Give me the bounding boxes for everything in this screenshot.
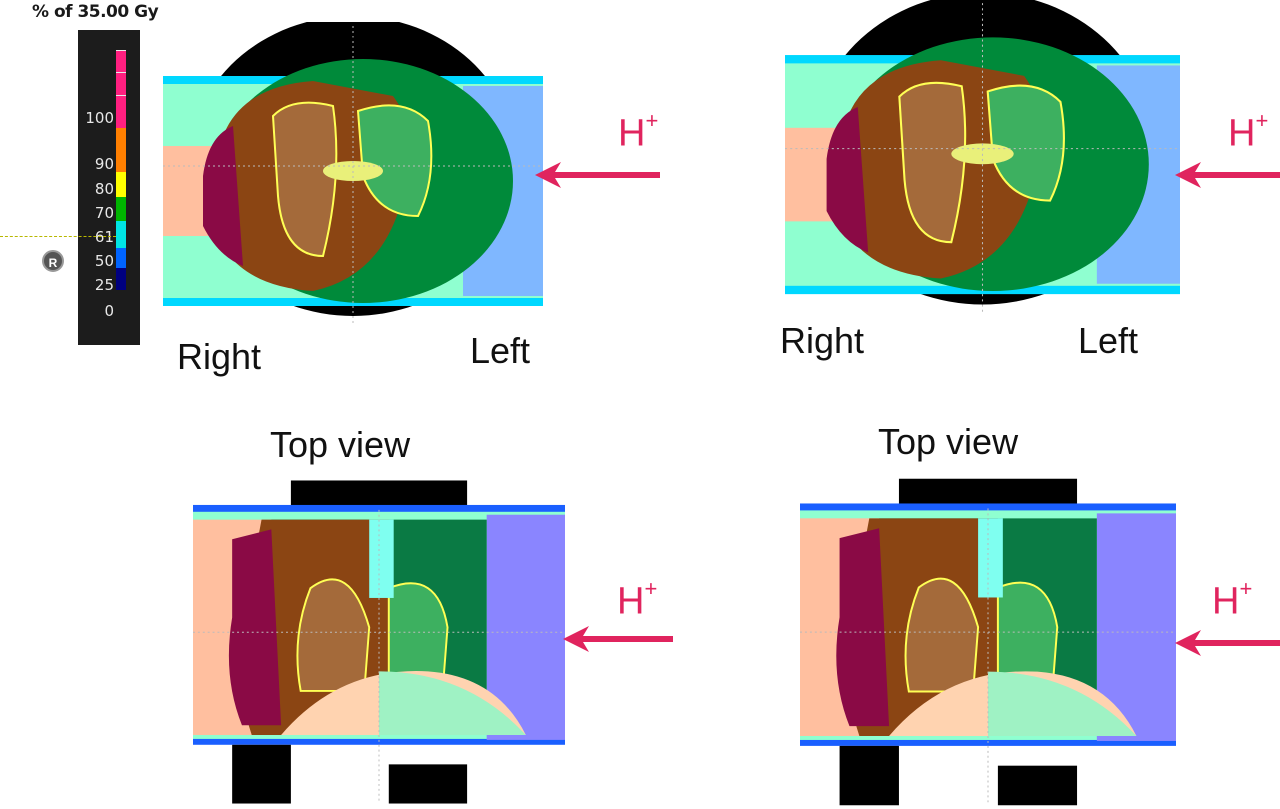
crosshair-line (0, 236, 116, 237)
legend-label-25: 25 (94, 276, 114, 294)
legend-label-61: 61 (94, 228, 114, 246)
legend-title: % of 35.00 Gy (32, 2, 159, 22)
colorbar-blue (116, 248, 126, 268)
left-label: Left (470, 330, 531, 371)
beam-arrow-icon (1175, 630, 1280, 656)
legend-label-70: 70 (94, 204, 114, 222)
colorbar-navy (116, 268, 126, 290)
right-label: Right (780, 320, 865, 361)
proton-beam-label: H+ (617, 576, 658, 623)
legend-label-50: 50 (94, 252, 114, 270)
proton-beam-label: H+ (1212, 576, 1253, 623)
proton-beam-label: H+ (618, 108, 659, 155)
colorbar-magenta (116, 50, 126, 128)
legend-background (78, 30, 140, 345)
legend-label-90: 90 (94, 155, 114, 173)
colorbar-yellow (116, 172, 126, 197)
colorbar-orange (116, 128, 126, 172)
left-label: Left (1078, 320, 1139, 361)
dose-image-coronal-left (193, 477, 565, 807)
panel-title: Top view (878, 421, 1019, 462)
colorbar-cyan (116, 221, 126, 248)
right-label: Right (177, 336, 262, 377)
legend-label-100: 100 (85, 109, 114, 127)
proton-beam-label: H+ (1228, 108, 1269, 155)
dose-image-axial-right (785, 0, 1180, 318)
dose-image-coronal-right (800, 477, 1176, 807)
orientation-marker: R (42, 250, 64, 272)
panel-title: Top view (270, 424, 411, 465)
legend-label-0: 0 (104, 302, 114, 320)
colorbar-green (116, 197, 126, 221)
beam-arrow-icon (535, 162, 660, 188)
beam-arrow-icon (563, 626, 673, 652)
beam-arrow-icon (1175, 162, 1280, 188)
dose-legend: % of 35.00 Gy 100 90 80 70 61 50 25 0 R (0, 0, 159, 345)
dose-image-axial-left (163, 22, 543, 330)
legend-label-80: 80 (94, 180, 114, 198)
